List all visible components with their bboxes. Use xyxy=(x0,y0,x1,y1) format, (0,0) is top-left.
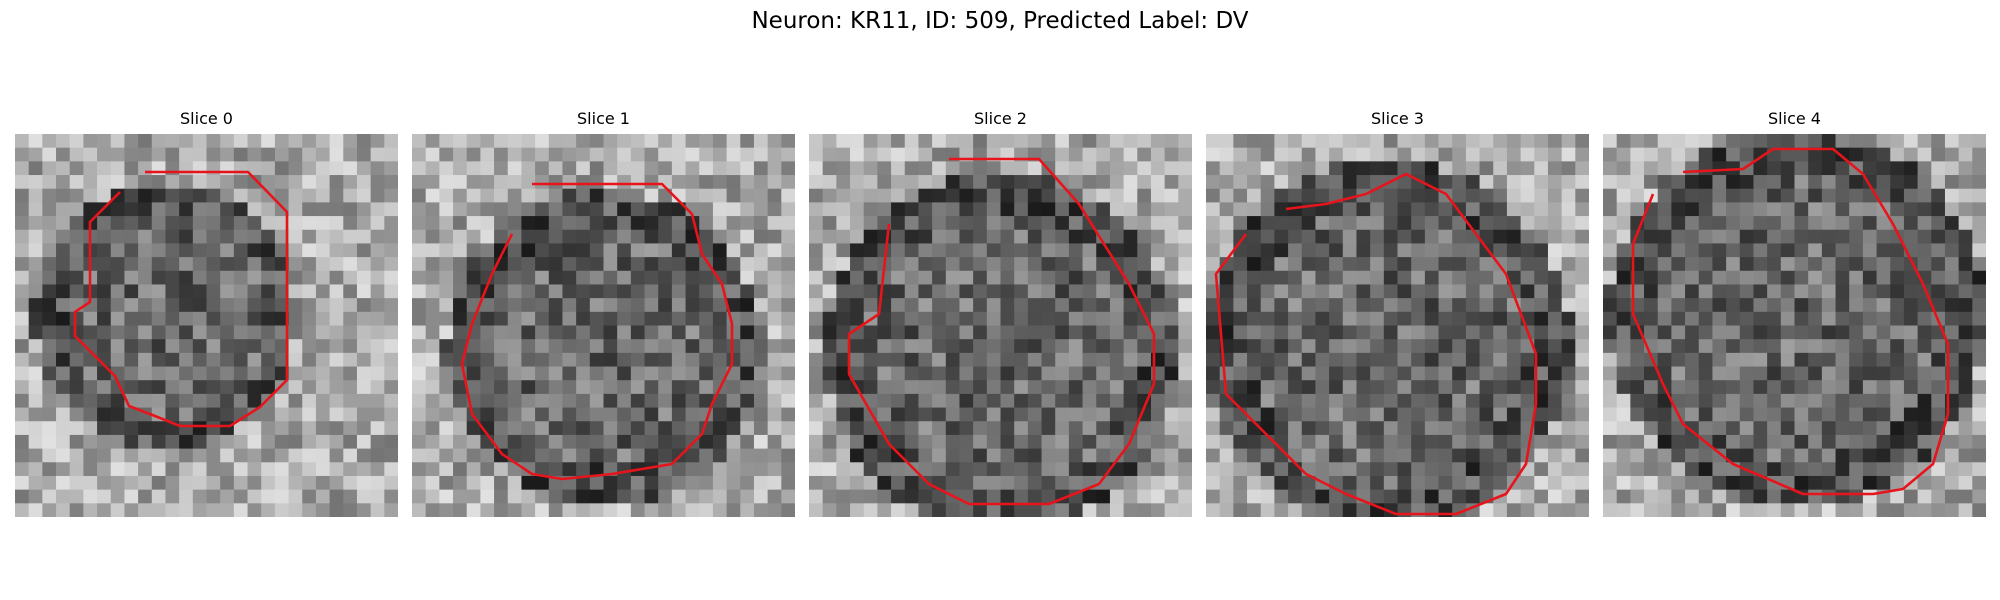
slice-title-0: Slice 0 xyxy=(180,109,233,128)
slice-panel-1: Slice 1 xyxy=(412,108,795,517)
slice-title-1: Slice 1 xyxy=(577,109,630,128)
contour-outline-2 xyxy=(847,157,1156,506)
slice-image-2 xyxy=(809,134,1192,517)
slice-title-2: Slice 2 xyxy=(974,109,1027,128)
slice-panel-3: Slice 3 xyxy=(1206,108,1589,517)
slice-title-4: Slice 4 xyxy=(1768,109,1821,128)
slice-panel-4: Slice 4 xyxy=(1603,108,1986,517)
slice-image-1 xyxy=(412,134,795,517)
contour-outline-1 xyxy=(460,182,734,481)
contour-outline-3 xyxy=(1214,172,1538,516)
slice-image-4 xyxy=(1603,134,1986,517)
figure-title: Neuron: KR11, ID: 509, Predicted Label: … xyxy=(751,8,1249,34)
contour-outline-4 xyxy=(1631,147,1950,496)
slice-image-3 xyxy=(1206,134,1589,517)
slice-panel-2: Slice 2 xyxy=(809,108,1192,517)
slice-image-0 xyxy=(15,134,398,517)
slice-title-3: Slice 3 xyxy=(1371,109,1424,128)
slice-panel-0: Slice 0 xyxy=(15,108,398,517)
contour-outline-0 xyxy=(73,170,289,428)
